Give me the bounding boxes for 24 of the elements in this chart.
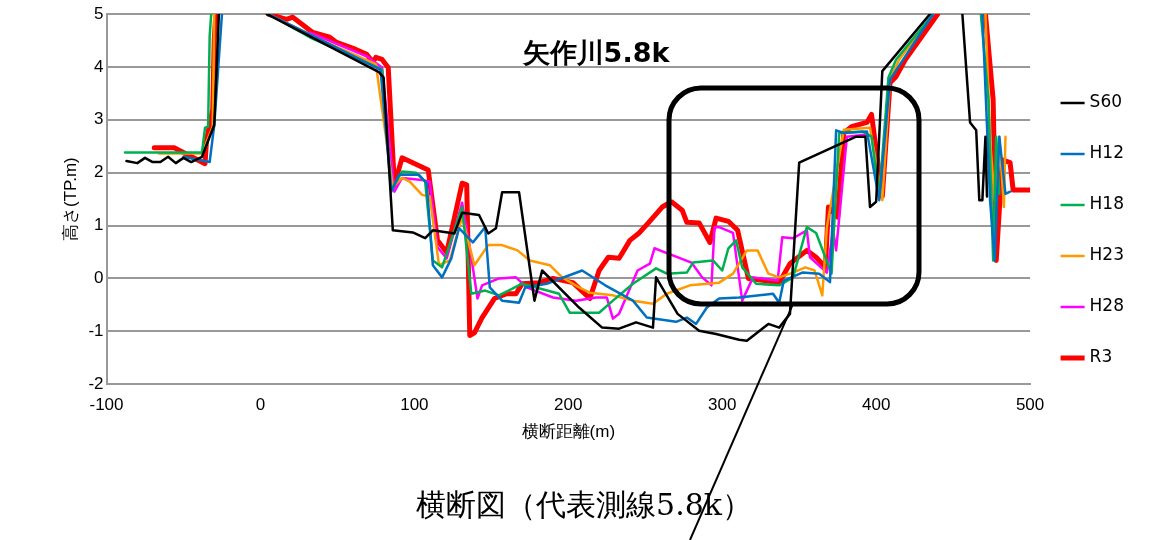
x-tick-label: 500 <box>1015 395 1045 415</box>
y-tick-label: 3 <box>94 109 104 129</box>
legend-label: H28 <box>1089 295 1125 316</box>
y-tick-label: 2 <box>94 162 104 182</box>
x-tick-label: 100 <box>400 395 429 415</box>
y-tick-label: 0 <box>94 268 104 288</box>
legend-label: R3 <box>1089 346 1113 367</box>
x-tick-label: -100 <box>89 395 124 415</box>
y-tick-label: 4 <box>94 56 104 76</box>
text: 矢作川5.8k <box>521 36 671 68</box>
legend-label: S60 <box>1089 91 1123 112</box>
x-tick-label: 200 <box>554 395 583 415</box>
x-tick-label: 0 <box>255 395 266 415</box>
y-tick-label: 5 <box>94 3 104 23</box>
legend-label: H23 <box>1089 244 1125 265</box>
x-tick-label: 400 <box>861 395 891 415</box>
y-tick-label: -1 <box>88 321 104 340</box>
y-tick-label: -2 <box>88 373 104 393</box>
x-tick-label: 300 <box>708 395 737 415</box>
legend-label: H12 <box>1089 142 1125 163</box>
x-axis-title: 横断距離(m) <box>521 422 616 442</box>
legend-label: H18 <box>1089 193 1125 214</box>
y-axis-title: 高さ(TP.m) <box>60 157 80 241</box>
y-tick-label: 1 <box>94 215 104 235</box>
